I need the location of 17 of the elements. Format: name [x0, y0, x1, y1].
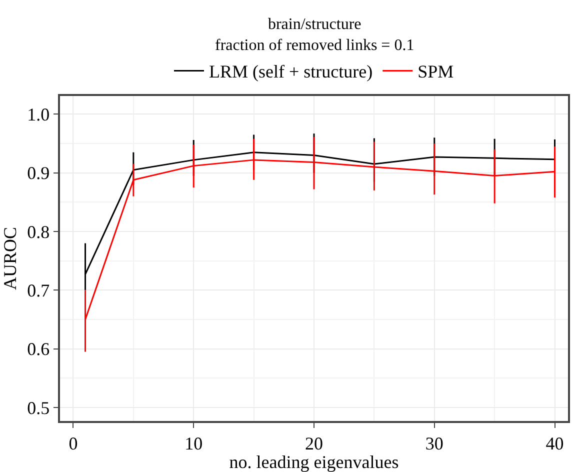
chart-title: brain/structure — [268, 16, 362, 33]
x-tick-label: 40 — [546, 433, 564, 454]
y-axis-title: AUROC — [0, 226, 20, 290]
y-tick-label: 0.9 — [27, 163, 50, 184]
y-tick-label: 0.6 — [27, 339, 50, 360]
x-axis-title: no. leading eigenvalues — [229, 452, 399, 472]
y-tick-label: 0.8 — [27, 222, 50, 242]
x-tick-label: 10 — [184, 433, 203, 454]
x-tick-label: 0 — [68, 433, 78, 454]
x-tick-label: 20 — [305, 433, 323, 454]
chart-subtitle: fraction of removed links = 0.1 — [215, 36, 414, 54]
y-tick-label: 1.0 — [27, 104, 50, 124]
legend-label: LRM (self + structure) — [209, 62, 373, 82]
legend-label: SPM — [418, 62, 454, 82]
y-tick-label: 0.5 — [27, 398, 50, 418]
x-tick-label: 30 — [425, 433, 444, 454]
y-tick-label: 0.7 — [27, 280, 50, 300]
